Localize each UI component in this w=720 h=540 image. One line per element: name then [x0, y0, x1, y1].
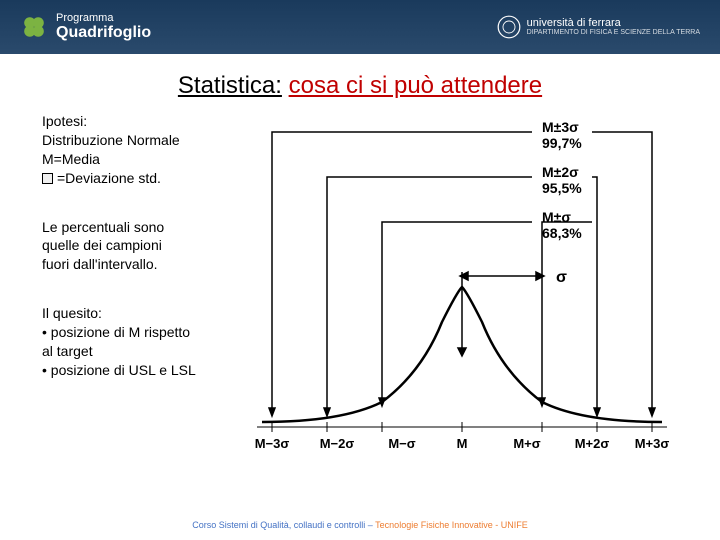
- title-part2: cosa ci si può attendere: [289, 72, 543, 99]
- label-1s-text: M±σ: [542, 209, 571, 225]
- xtick-4: M+σ: [513, 436, 540, 451]
- footer: Corso Sistemi di Qualità, collaudi e con…: [0, 520, 720, 530]
- normal-distribution-diagram: M±3σ 99,7% M±2σ 95,5% M±σ 68,3% σ M−3σ M…: [242, 112, 690, 472]
- label-3s-text: M±3σ: [542, 119, 579, 135]
- logo-left: Programma Quadrifoglio: [20, 12, 151, 42]
- xtick-3: M: [457, 436, 468, 451]
- university-seal-icon: [497, 15, 521, 39]
- footer-part1: Corso Sistemi di Qualità, collaudi e con…: [192, 520, 373, 530]
- pct-line3: fuori dall'intervallo.: [42, 255, 242, 274]
- pct-line2: quelle dei campioni: [42, 236, 242, 255]
- media-label: M=Media: [42, 150, 242, 169]
- header-bar: Programma Quadrifoglio università di fer…: [0, 0, 720, 54]
- xtick-5: M+2σ: [575, 436, 610, 451]
- slide-title: Statistica: cosa ci si può attendere: [0, 72, 720, 100]
- sigma-label: σ: [556, 269, 567, 286]
- q-line3: al target: [42, 342, 242, 361]
- pct-2s-text: 95,5%: [542, 180, 582, 196]
- q-line4: • posizione di USL e LSL: [42, 361, 242, 380]
- dev-label: =Deviazione std.: [57, 170, 161, 186]
- pct-3s-text: 99,7%: [542, 135, 582, 151]
- percentages-block: Le percentuali sono quelle dei campioni …: [42, 218, 242, 275]
- left-column: Ipotesi: Distribuzione Normale M=Media =…: [42, 112, 242, 472]
- xtick-1: M−2σ: [320, 436, 355, 451]
- title-part1: Statistica:: [178, 72, 282, 99]
- logo-right: università di ferrara DIPARTIMENTO DI FI…: [497, 15, 700, 39]
- pct-line1: Le percentuali sono: [42, 218, 242, 237]
- q-line1: Il quesito:: [42, 304, 242, 323]
- ipotesi-label: Ipotesi:: [42, 112, 242, 131]
- logo-line1: Programma: [56, 12, 151, 24]
- label-2s-text: M±2σ: [542, 164, 579, 180]
- logo-line2: Quadrifoglio: [56, 24, 151, 42]
- question-block: Il quesito: • posizione di M rispetto al…: [42, 304, 242, 380]
- hypothesis-block: Ipotesi: Distribuzione Normale M=Media =…: [42, 112, 242, 188]
- xtick-2: M−σ: [388, 436, 415, 451]
- q-line2: • posizione di M rispetto: [42, 323, 242, 342]
- footer-part2: Tecnologie Fisiche Innovative - UNIFE: [375, 520, 528, 530]
- xtick-6: M+3σ: [635, 436, 670, 451]
- distrib-label: Distribuzione Normale: [42, 131, 242, 150]
- uni-line2: DIPARTIMENTO DI FISICA E SCIENZE DELLA T…: [527, 29, 700, 37]
- clover-icon: [20, 13, 48, 41]
- pct-1s-text: 68,3%: [542, 225, 582, 241]
- xtick-0: M−3σ: [255, 436, 290, 451]
- uni-line1: università di ferrara: [527, 17, 700, 29]
- sigma-icon: [42, 173, 53, 184]
